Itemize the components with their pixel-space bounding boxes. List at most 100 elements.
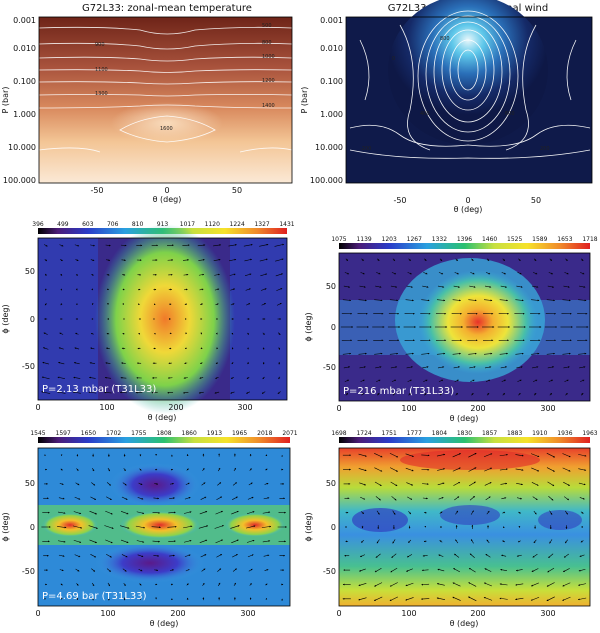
wind-arrow [452, 467, 461, 472]
wind-arrow [408, 539, 412, 543]
wind-arrow [454, 553, 460, 558]
wind-arrow [276, 288, 283, 291]
wind-arrow [578, 299, 587, 302]
panel5-annotation: P=4.69 bar (T31L33) [42, 591, 147, 602]
wind-arrow [358, 299, 367, 302]
wind-arrow [375, 496, 381, 501]
wind-arrow [200, 496, 207, 500]
wind-arrow [198, 525, 209, 529]
wind-arrow [232, 568, 237, 572]
wind-arrow [499, 468, 508, 471]
wind-arrow [438, 554, 444, 557]
wind-arrow [345, 393, 349, 396]
wind-arrow [106, 288, 109, 291]
colorbar-tick-label: 1332 [432, 236, 447, 243]
wind-arrow [199, 377, 204, 379]
colorbar-tick-label: 1460 [482, 236, 497, 243]
wind-arrow [422, 483, 429, 485]
wind-arrow [261, 525, 272, 528]
panel4-wind-vectors [340, 258, 589, 396]
colorbar-tick-label: 1808 [156, 430, 171, 437]
wind-arrow [424, 258, 427, 261]
wind-arrow [137, 497, 144, 500]
wind-arrow [90, 259, 95, 262]
panel4-xticks: 0 100 200 300 [336, 404, 555, 413]
wind-arrow [152, 511, 161, 514]
wind-arrow [56, 391, 66, 394]
wind-arrow [57, 526, 67, 529]
wind-arrow [44, 303, 47, 306]
wind-arrow [452, 453, 461, 458]
wind-arrow [562, 582, 571, 587]
wind-arrow [501, 497, 507, 500]
panel4-hot-region [418, 270, 538, 374]
wind-arrow [562, 596, 571, 601]
wind-arrow [120, 525, 130, 529]
wind-arrow [374, 352, 383, 355]
p5-xtick-0: 0 [35, 609, 40, 618]
wind-arrow [405, 467, 414, 472]
wind-arrow [154, 483, 159, 485]
wind-arrow [183, 539, 192, 543]
wind-arrow [563, 481, 570, 486]
wind-arrow [454, 272, 459, 275]
panel-wind: G72L33: zonal-mean zonal wind -200 0 200… [300, 0, 593, 214]
wind-arrow [374, 481, 382, 487]
panel4-yticks: -50 0 50 [323, 282, 336, 372]
wind-arrow [260, 288, 267, 291]
wind-arrow [436, 583, 445, 586]
wind-arrow [389, 582, 398, 587]
wind-arrow [533, 539, 537, 544]
colorbar-tick-label: 1913 [207, 430, 222, 437]
wind-arrow [232, 482, 237, 486]
panel3-east-band [230, 238, 287, 400]
panel2-contours [349, 10, 591, 159]
wind-arrow [106, 496, 112, 501]
wind-arrow [515, 454, 524, 457]
wind-arrow [377, 258, 380, 261]
wind-arrow [423, 379, 428, 382]
colorbar-tick-label: 1017 [180, 221, 195, 228]
wind-arrow [214, 288, 220, 291]
wind-arrow [200, 303, 203, 306]
panel-deep: 1698 1724 1751 1777 1804 1830 1857 1883 1910 1936… [304, 430, 598, 628]
wind-arrow [75, 482, 80, 486]
wind-arrow [243, 243, 253, 247]
wind-arrow [390, 567, 398, 573]
wind-arrow [277, 332, 281, 336]
wind-arrow [502, 258, 505, 261]
panel2-ylabel: P (bar) [300, 87, 309, 114]
p6-ytick-0: -50 [323, 567, 336, 576]
wind-arrow [470, 379, 475, 382]
wind-arrow [342, 299, 352, 302]
wind-arrow [199, 511, 208, 515]
wind-arrow [104, 391, 112, 394]
panel1-frame [38, 16, 293, 184]
p1-cl-500: 500 [262, 23, 272, 29]
panel6-blue-2 [440, 505, 500, 525]
wind-arrow [105, 362, 111, 364]
wind-arrow [91, 467, 95, 472]
colorbar-tick-label: 1860 [182, 430, 197, 437]
wind-arrow [245, 288, 251, 291]
wind-arrow [531, 352, 540, 355]
panel5-colorbar-ticks: 1545 1597 1650 1702 1755 1808 1860 1913 1965 2018… [30, 430, 297, 437]
wind-arrow [579, 366, 586, 369]
wind-arrow [532, 553, 538, 558]
wind-arrow [516, 554, 522, 557]
wind-arrow [41, 391, 51, 394]
wind-arrow [214, 391, 220, 394]
wind-arrow [122, 568, 127, 572]
wind-arrow [405, 352, 414, 355]
wind-arrow [198, 391, 204, 394]
wind-arrow [470, 510, 474, 515]
wind-arrow [168, 540, 176, 543]
p5-xtick-3: 300 [240, 609, 255, 618]
wind-arrow [391, 272, 397, 275]
colorbar-tick-label: 810 [132, 221, 144, 228]
wind-arrow [468, 567, 476, 573]
colorbar-tick-label: 396 [32, 221, 44, 228]
wind-arrow [579, 285, 586, 288]
wind-arrow [229, 273, 236, 276]
wind-arrow [153, 497, 160, 500]
